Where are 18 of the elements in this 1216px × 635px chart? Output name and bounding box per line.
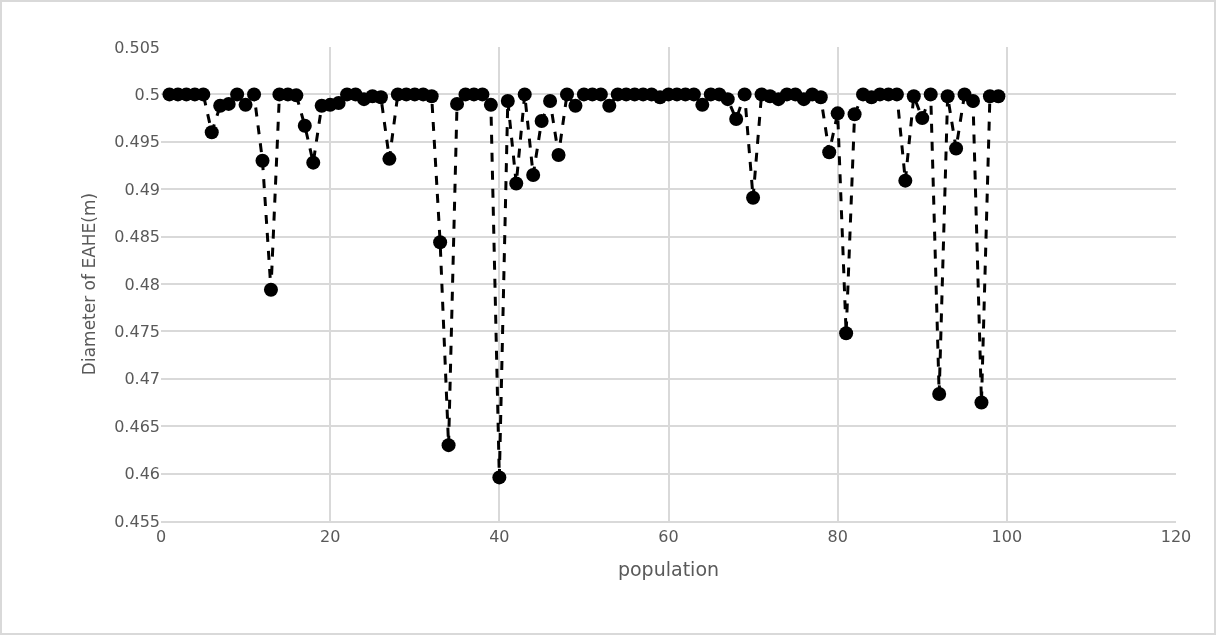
y-tick-label: 0.465 bbox=[114, 416, 160, 436]
y-tick-label: 0.48 bbox=[124, 274, 160, 294]
y-tick-label: 0.47 bbox=[124, 369, 160, 389]
y-tick-label: 0.49 bbox=[124, 179, 160, 199]
x-tick-label: 120 bbox=[1160, 526, 1192, 546]
x-tick-label: 40 bbox=[489, 526, 510, 546]
y-tick-label: 0.495 bbox=[114, 132, 160, 152]
x-tick-label: 20 bbox=[319, 526, 341, 546]
y-tick-label: 0.5 bbox=[134, 85, 160, 104]
y-tick-label: 0.475 bbox=[114, 322, 160, 341]
y-axis-title: Diameter of EAHE(m) bbox=[78, 192, 99, 376]
x-tick-label: 100 bbox=[991, 526, 1023, 546]
y-tick-label: 0.485 bbox=[114, 227, 160, 247]
y-tick-label: 0.46 bbox=[124, 464, 160, 484]
x-tick-label: 80 bbox=[827, 526, 848, 546]
x-tick-label: 60 bbox=[658, 526, 679, 546]
y-tick-label: 0.505 bbox=[114, 37, 160, 57]
x-axis-title: population bbox=[617, 558, 720, 581]
